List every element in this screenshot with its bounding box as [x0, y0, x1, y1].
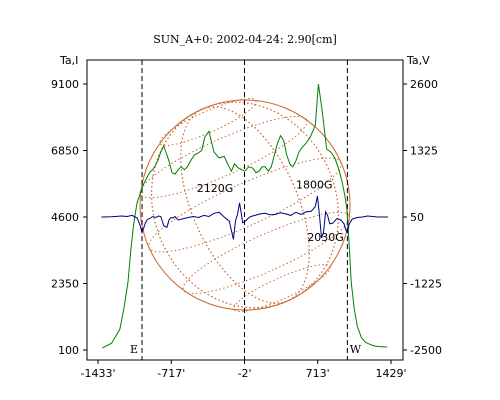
right-tick-label: 50	[410, 211, 424, 224]
right-tick-label: 1325	[410, 145, 438, 158]
chart-title: SUN_A+0: 2002-04-24: 2.90[cm]	[153, 33, 337, 46]
x-tick-label: 713'	[306, 367, 330, 380]
right-tick-label: -2500	[410, 344, 442, 357]
left-tick-label: 9100	[51, 78, 79, 91]
x-tick-label: -1433'	[81, 367, 116, 380]
latitude-line	[148, 157, 342, 253]
field-annotation: 2120G	[197, 182, 234, 195]
left-tick-label: 4600	[51, 211, 79, 224]
x-tick-label: -2'	[238, 367, 252, 380]
longitude-line	[151, 101, 339, 309]
solar-grid	[139, 98, 351, 312]
x-tick-label: -717'	[157, 367, 185, 380]
left-tick-label: 100	[58, 344, 79, 357]
left-tick-label: 2350	[51, 278, 79, 291]
longitude-line	[180, 106, 310, 304]
limb-marker-label: W	[350, 343, 362, 356]
latitude-line	[182, 211, 351, 295]
left-tick-label: 6850	[51, 145, 79, 158]
solar-disk-grid	[139, 98, 351, 312]
right-axis-label: Ta,V	[406, 54, 430, 67]
limb-marker-label: E	[130, 343, 138, 356]
field-annotation: 2030G	[307, 231, 344, 244]
right-tick-label: -1225	[410, 278, 442, 291]
polarization-line	[101, 196, 388, 240]
axis-ticks: -1433' -717' -2' 713' 1429' 100 2350 4600 6850 91…	[51, 78, 442, 380]
x-tick-label: 1429'	[375, 367, 406, 380]
annotations: 2120G 1800G 2030G	[197, 179, 344, 245]
intensity-line	[102, 83, 388, 349]
series-layer	[101, 83, 388, 349]
left-axis-label: Ta,I	[59, 54, 78, 67]
latitude-line	[233, 264, 331, 312]
latitude-line	[159, 98, 257, 146]
right-tick-label: 2600	[410, 78, 438, 91]
field-annotation: 1800G	[296, 179, 333, 192]
